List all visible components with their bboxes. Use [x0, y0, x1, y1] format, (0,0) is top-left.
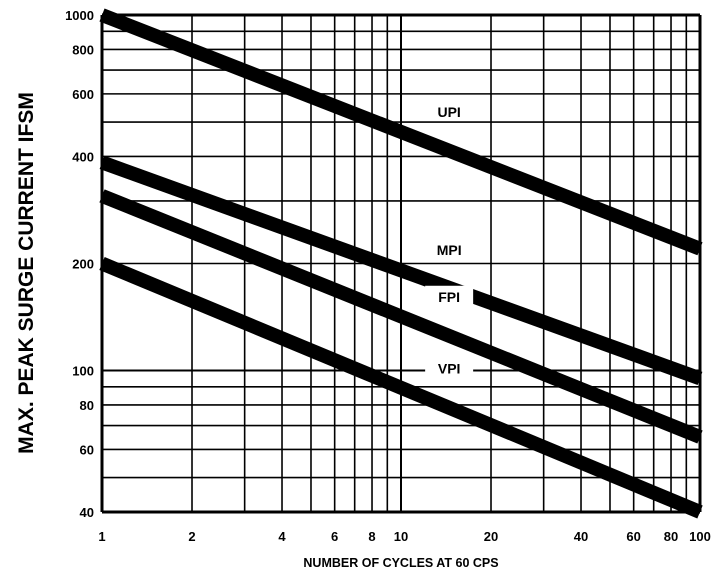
x-tick-label: 6 [331, 529, 338, 544]
series-label-bg [425, 238, 474, 259]
series-label-upi: UPI [437, 104, 460, 120]
chart-series [99, 8, 703, 519]
series-line-mpi [99, 155, 703, 386]
y-tick-label: 600 [72, 87, 94, 102]
series-label-bg [425, 357, 474, 378]
x-tick-label: 4 [278, 529, 286, 544]
x-axis-ticks: 1 2 4 6 8 10 20 40 60 80 100 [98, 529, 710, 544]
series-label-mpi: MPI [437, 242, 462, 258]
x-tick-label: 60 [626, 529, 640, 544]
x-tick-label: 8 [368, 529, 375, 544]
x-axis-title: NUMBER OF CYCLES AT 60 CPS [303, 556, 498, 570]
series-label-bg [425, 285, 474, 306]
y-axis-title: MAX. PEAK SURGE CURRENT IFSM [15, 92, 38, 454]
y-tick-label: 1000 [65, 8, 94, 23]
series-labels: UPI MPI FPI VPI [425, 100, 474, 378]
x-tick-label: 80 [664, 529, 678, 544]
y-tick-label: 200 [72, 257, 94, 272]
y-tick-label: 80 [80, 398, 94, 413]
series-label-vpi: VPI [438, 360, 461, 376]
x-tick-label: 1 [98, 529, 105, 544]
x-tick-label: 2 [188, 529, 195, 544]
y-tick-label: 400 [72, 149, 94, 164]
x-tick-label: 10 [394, 529, 408, 544]
x-tick-label: 20 [484, 529, 498, 544]
y-tick-label: 100 [72, 364, 94, 379]
series-line-fpi [99, 189, 703, 444]
series-label-fpi: FPI [438, 289, 460, 305]
y-tick-label: 800 [72, 42, 94, 57]
series-label-bg [425, 100, 474, 121]
series-line-vpi [99, 257, 703, 519]
x-tick-label: 40 [574, 529, 588, 544]
x-tick-label: 100 [689, 529, 711, 544]
y-axis-ticks: 40 60 80 100 200 400 600 800 1000 [65, 8, 94, 520]
series-line-upi [99, 8, 703, 256]
y-tick-label: 40 [80, 505, 94, 520]
y-tick-label: 60 [80, 442, 94, 457]
